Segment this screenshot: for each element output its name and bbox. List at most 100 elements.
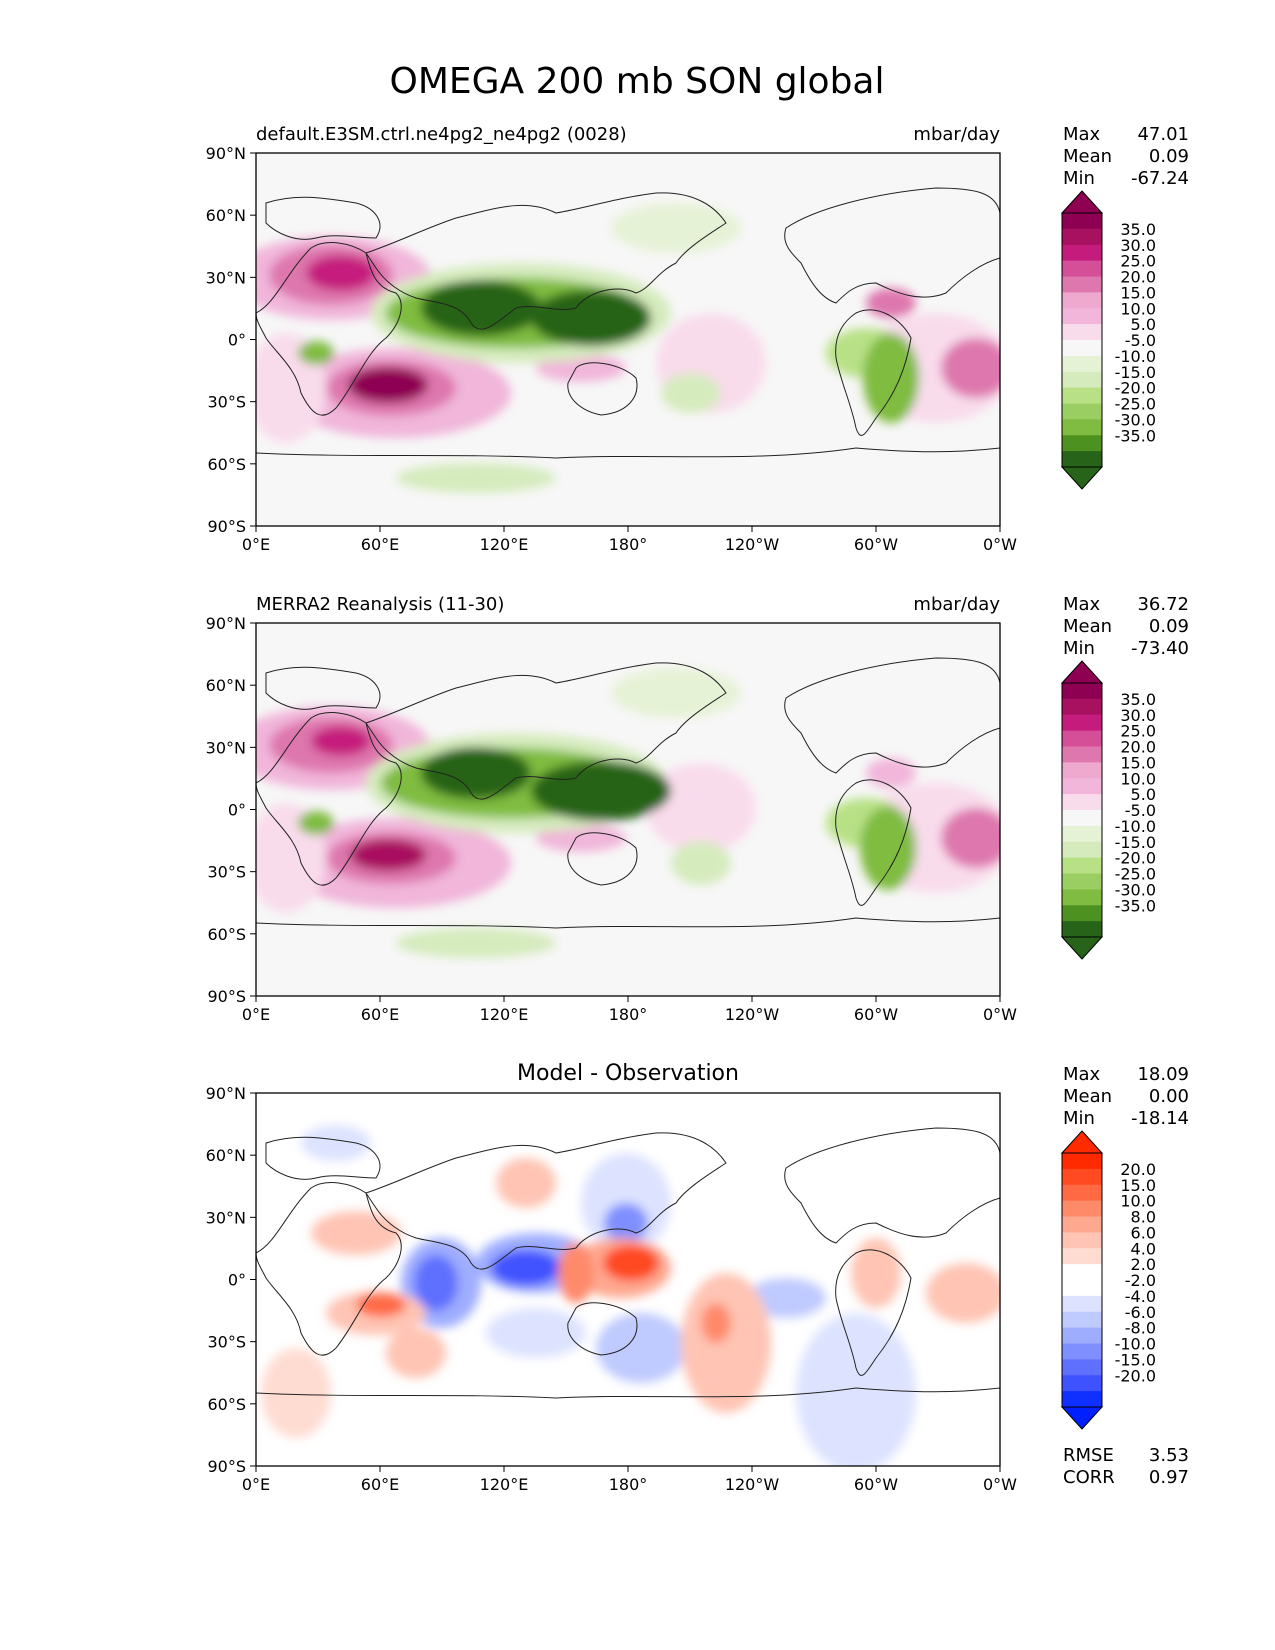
colorbar-label: 10.0 [1120, 299, 1156, 318]
colorbar-label: 10.0 [1120, 1192, 1156, 1211]
colorbar-label: -6.0 [1125, 1303, 1156, 1322]
colorbar-label: -15.0 [1115, 363, 1156, 382]
stat-label: Max [1063, 1064, 1101, 1085]
coastline-path [835, 779, 912, 906]
colorbar-segment [1062, 841, 1102, 859]
colorbar-segment [1062, 324, 1102, 341]
lat-tick-label: 30°S [207, 863, 246, 882]
panel-left-title: default.E3SM.ctrl.ne4pg2_ne4pg2 (0028) [256, 124, 627, 145]
colorbar-label: 15.0 [1120, 753, 1156, 772]
colorbar: 20.015.010.08.06.04.02.0-2.0-4.0-6.0-8.0… [1060, 1130, 1156, 1430]
lon-tick-label: 0°E [242, 535, 270, 554]
colorbar-segment [1062, 762, 1102, 779]
colorbar-label: 2.0 [1131, 1255, 1156, 1274]
colorbar-label: 4.0 [1131, 1239, 1156, 1258]
lon-tick-label: 60°W [854, 535, 898, 554]
lat-tick-label: 90°N [206, 144, 246, 163]
colorbar-segment [1062, 1264, 1102, 1281]
colorbar-label: -5.0 [1125, 331, 1156, 350]
colorbar-label: 5.0 [1131, 785, 1156, 804]
colorbar-label: 30.0 [1120, 706, 1156, 725]
panel-obs: MERRA2 Reanalysis (11-30) mbar/day [256, 594, 1000, 996]
stat-value: 47.01 [1137, 124, 1189, 145]
colorbar-label: -25.0 [1115, 865, 1156, 884]
colorbar-label: 15.0 [1120, 283, 1156, 302]
lat-tick-label: 30°S [207, 393, 246, 412]
coastline-path [784, 657, 1001, 774]
coastline-path [265, 196, 381, 240]
colorbar-segment [1062, 1153, 1102, 1170]
lon-tick-label: 0°E [242, 1475, 270, 1494]
colorbar-frame [1061, 1152, 1103, 1408]
lon-tick-label: 180° [609, 1005, 648, 1024]
colorbar-segment [1062, 1391, 1102, 1408]
coastline-path [567, 1302, 638, 1356]
lat-tick-label: 90°N [206, 1084, 246, 1103]
coastline-path [365, 192, 727, 330]
panel-decor: 90°N 60°N 30°N 0° 30°S 60°S 90°S0°E 60°E 120°E 18… [206, 1064, 1189, 1494]
colorbar-label: -5.0 [1125, 801, 1156, 820]
colorbar-segment [1062, 905, 1102, 922]
colorbar-frame [1061, 682, 1103, 938]
panel-units: mbar/day [913, 594, 1000, 615]
colorbar-label: -2.0 [1125, 1271, 1156, 1290]
lon-tick-label: 0°E [242, 1005, 270, 1024]
colorbar-segment [1062, 857, 1102, 874]
colorbar-bottom-cap [1060, 936, 1104, 960]
colorbar-label: 5.0 [1131, 315, 1156, 334]
lon-tick-label: 180° [609, 1475, 648, 1494]
colorbar-top-cap [1060, 1130, 1104, 1154]
figure-title: OMEGA 200 mb SON global [390, 61, 885, 102]
coastline-path [255, 1387, 1001, 1399]
colorbar-label: 20.0 [1120, 268, 1156, 287]
colorbar-segment [1062, 794, 1102, 811]
panel-left-title: MERRA2 Reanalysis (11-30) [256, 594, 504, 615]
panel-center-title: Model - Observation [517, 1061, 739, 1086]
coastlines [255, 657, 1001, 929]
colorbar-segment [1062, 825, 1102, 843]
coastline-path [835, 1249, 912, 1376]
colorbar-segment [1062, 260, 1102, 277]
lat-tick-label: 60°N [206, 1146, 246, 1165]
colorbar-label: 30.0 [1120, 236, 1156, 255]
coastlines [255, 1127, 1001, 1399]
lat-tick-label: 90°N [206, 614, 246, 633]
colorbar-segment [1062, 1232, 1102, 1249]
colorbar-top-cap [1060, 190, 1104, 214]
stat-value: -18.14 [1131, 1108, 1189, 1129]
stat-label: Mean [1063, 616, 1112, 637]
colorbar-segment [1062, 873, 1102, 890]
colorbar-segment [1062, 451, 1102, 468]
stat-label: Max [1063, 594, 1101, 615]
colorbar-segment [1062, 1184, 1102, 1202]
stat-value: 0.09 [1149, 146, 1189, 167]
lon-tick-label: 60°E [361, 1005, 399, 1024]
colorbar-label: -20.0 [1115, 1366, 1156, 1385]
extra-stat-label: RMSE [1063, 1445, 1114, 1466]
colorbar-label: -35.0 [1115, 426, 1156, 445]
stat-value: 18.09 [1137, 1064, 1189, 1085]
coastline-path [255, 917, 1001, 929]
colorbar-label: -10.0 [1115, 347, 1156, 366]
colorbar-segment [1062, 698, 1102, 716]
lon-tick-label: 60°W [854, 1475, 898, 1494]
lat-tick-label: 60°S [207, 1395, 246, 1414]
colorbar-segment [1062, 419, 1102, 436]
colorbar-segment [1062, 1375, 1102, 1392]
colorbar-label: 10.0 [1120, 769, 1156, 788]
coastline-path [784, 1127, 1001, 1244]
colorbar-segment [1062, 1200, 1102, 1217]
coastline-path [255, 242, 402, 416]
stat-value: 36.72 [1137, 594, 1189, 615]
lat-tick-label: 90°S [207, 1457, 246, 1476]
colorbar-segment [1062, 403, 1102, 420]
lat-tick-label: 30°N [206, 268, 246, 287]
colorbar-label: -20.0 [1115, 379, 1156, 398]
map-area [256, 623, 1000, 996]
colorbar-segment [1062, 1295, 1102, 1313]
colorbar-segment [1062, 355, 1102, 373]
contour-fill [261, 1125, 1000, 1466]
colorbar-label: 20.0 [1120, 738, 1156, 757]
lat-tick-label: 90°S [207, 517, 246, 536]
colorbar-segment [1062, 683, 1102, 700]
